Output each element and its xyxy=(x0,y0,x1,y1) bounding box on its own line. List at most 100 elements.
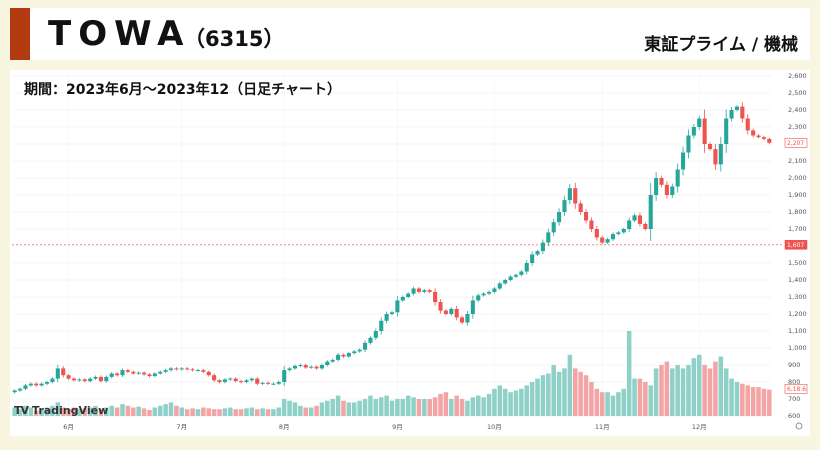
candle xyxy=(222,378,227,384)
candle xyxy=(562,195,567,217)
candle xyxy=(756,134,761,139)
candle-body xyxy=(433,291,438,303)
volume-bar xyxy=(707,368,713,416)
candle-body xyxy=(217,380,222,382)
candle xyxy=(454,305,459,321)
volume-bar xyxy=(120,404,125,416)
candle-body xyxy=(314,366,319,369)
candle xyxy=(422,288,427,294)
time-tick-label: 11月 xyxy=(595,423,610,431)
candle xyxy=(120,368,125,377)
volume-bar xyxy=(33,410,39,416)
candle-body xyxy=(298,365,303,366)
volume-bar xyxy=(244,408,249,416)
volume-bar xyxy=(653,368,659,416)
candle xyxy=(185,367,190,371)
candle xyxy=(513,273,519,278)
candle-body xyxy=(438,302,443,311)
volume-bar xyxy=(734,382,740,416)
tradingview-logo-icon: 𝗧𝗩 xyxy=(14,404,29,417)
volume-bar xyxy=(702,365,707,416)
candle xyxy=(427,288,432,294)
candle-body xyxy=(276,382,281,384)
volume-bar xyxy=(389,400,395,416)
candle xyxy=(557,208,562,226)
volume-bar xyxy=(184,409,190,416)
volume-bar xyxy=(87,407,93,416)
candle-body xyxy=(384,314,389,321)
candle-body xyxy=(535,251,540,255)
candle-body xyxy=(233,378,238,382)
candle xyxy=(481,292,486,297)
volume-bar xyxy=(28,407,34,416)
candle-body xyxy=(239,381,244,383)
candle-body xyxy=(648,195,653,229)
candle-body xyxy=(23,385,28,389)
candle-body xyxy=(142,372,147,375)
price-tick-label: 1,300 xyxy=(788,293,807,301)
candle-body xyxy=(724,118,729,144)
candle xyxy=(303,363,308,369)
candlestick-chart[interactable]: 2,6002,5002,4002,3002,2002,1002,0001,900… xyxy=(10,70,810,436)
volume-bar xyxy=(670,368,675,416)
candle xyxy=(314,365,319,370)
candle xyxy=(605,237,610,244)
candle-body xyxy=(513,274,519,277)
settings-gear-icon[interactable] xyxy=(795,422,803,430)
candle-body xyxy=(691,127,696,136)
candle xyxy=(61,366,66,378)
candle xyxy=(578,200,583,215)
price-tick-label: 1,700 xyxy=(788,225,807,233)
volume-bar xyxy=(556,371,562,416)
price-tick-label: 1,100 xyxy=(788,327,807,335)
candle xyxy=(330,358,335,363)
candle xyxy=(50,377,55,384)
volume-bar xyxy=(449,399,454,416)
candle-body xyxy=(681,152,686,170)
candle xyxy=(476,293,481,303)
price-tick-label: 900 xyxy=(788,361,800,369)
candle-body xyxy=(411,288,416,294)
candle xyxy=(282,365,287,387)
candle-body xyxy=(557,212,562,223)
price-tick-label: 2,400 xyxy=(788,106,807,114)
candle-body xyxy=(271,383,276,385)
price-tag: 2,207 xyxy=(784,138,808,148)
chart-title: 期間：2023年6月〜2023年12（日足チャート） xyxy=(24,82,342,98)
price-tick-label: 1,400 xyxy=(788,276,807,284)
candle xyxy=(346,351,351,358)
candle xyxy=(670,183,675,198)
volume-bar xyxy=(228,407,233,416)
volume-bar xyxy=(745,385,751,416)
candle-body xyxy=(287,368,292,371)
volume-bar xyxy=(686,365,691,416)
candle-body xyxy=(632,215,637,221)
candle-body xyxy=(767,138,772,143)
price-tag: 1,607 xyxy=(784,240,808,250)
candle xyxy=(233,377,238,383)
candle-body xyxy=(546,232,551,243)
candle-body xyxy=(481,293,486,296)
candle-body xyxy=(88,378,93,382)
tradingview-logo-text: TradingView xyxy=(32,404,109,417)
volume-bar xyxy=(71,407,77,416)
volume-bar xyxy=(599,392,605,416)
volume-bar xyxy=(362,399,368,416)
candle xyxy=(158,370,163,375)
price-tag-label: 1,607 xyxy=(787,242,804,249)
candle xyxy=(767,137,772,145)
tradingview-logo: 𝗧𝗩 TradingView xyxy=(14,404,108,417)
price-tick-label: 600 xyxy=(788,412,800,420)
volume-bar xyxy=(341,400,346,416)
candle-body xyxy=(761,137,766,139)
volume-bar xyxy=(459,399,465,416)
candle-body xyxy=(454,308,459,318)
candle-body xyxy=(71,378,77,381)
candle xyxy=(729,107,734,122)
candle xyxy=(675,163,680,193)
candle xyxy=(163,368,168,374)
candle xyxy=(379,317,384,335)
candle xyxy=(244,378,249,384)
candle xyxy=(142,371,147,376)
candle-body xyxy=(77,379,82,381)
